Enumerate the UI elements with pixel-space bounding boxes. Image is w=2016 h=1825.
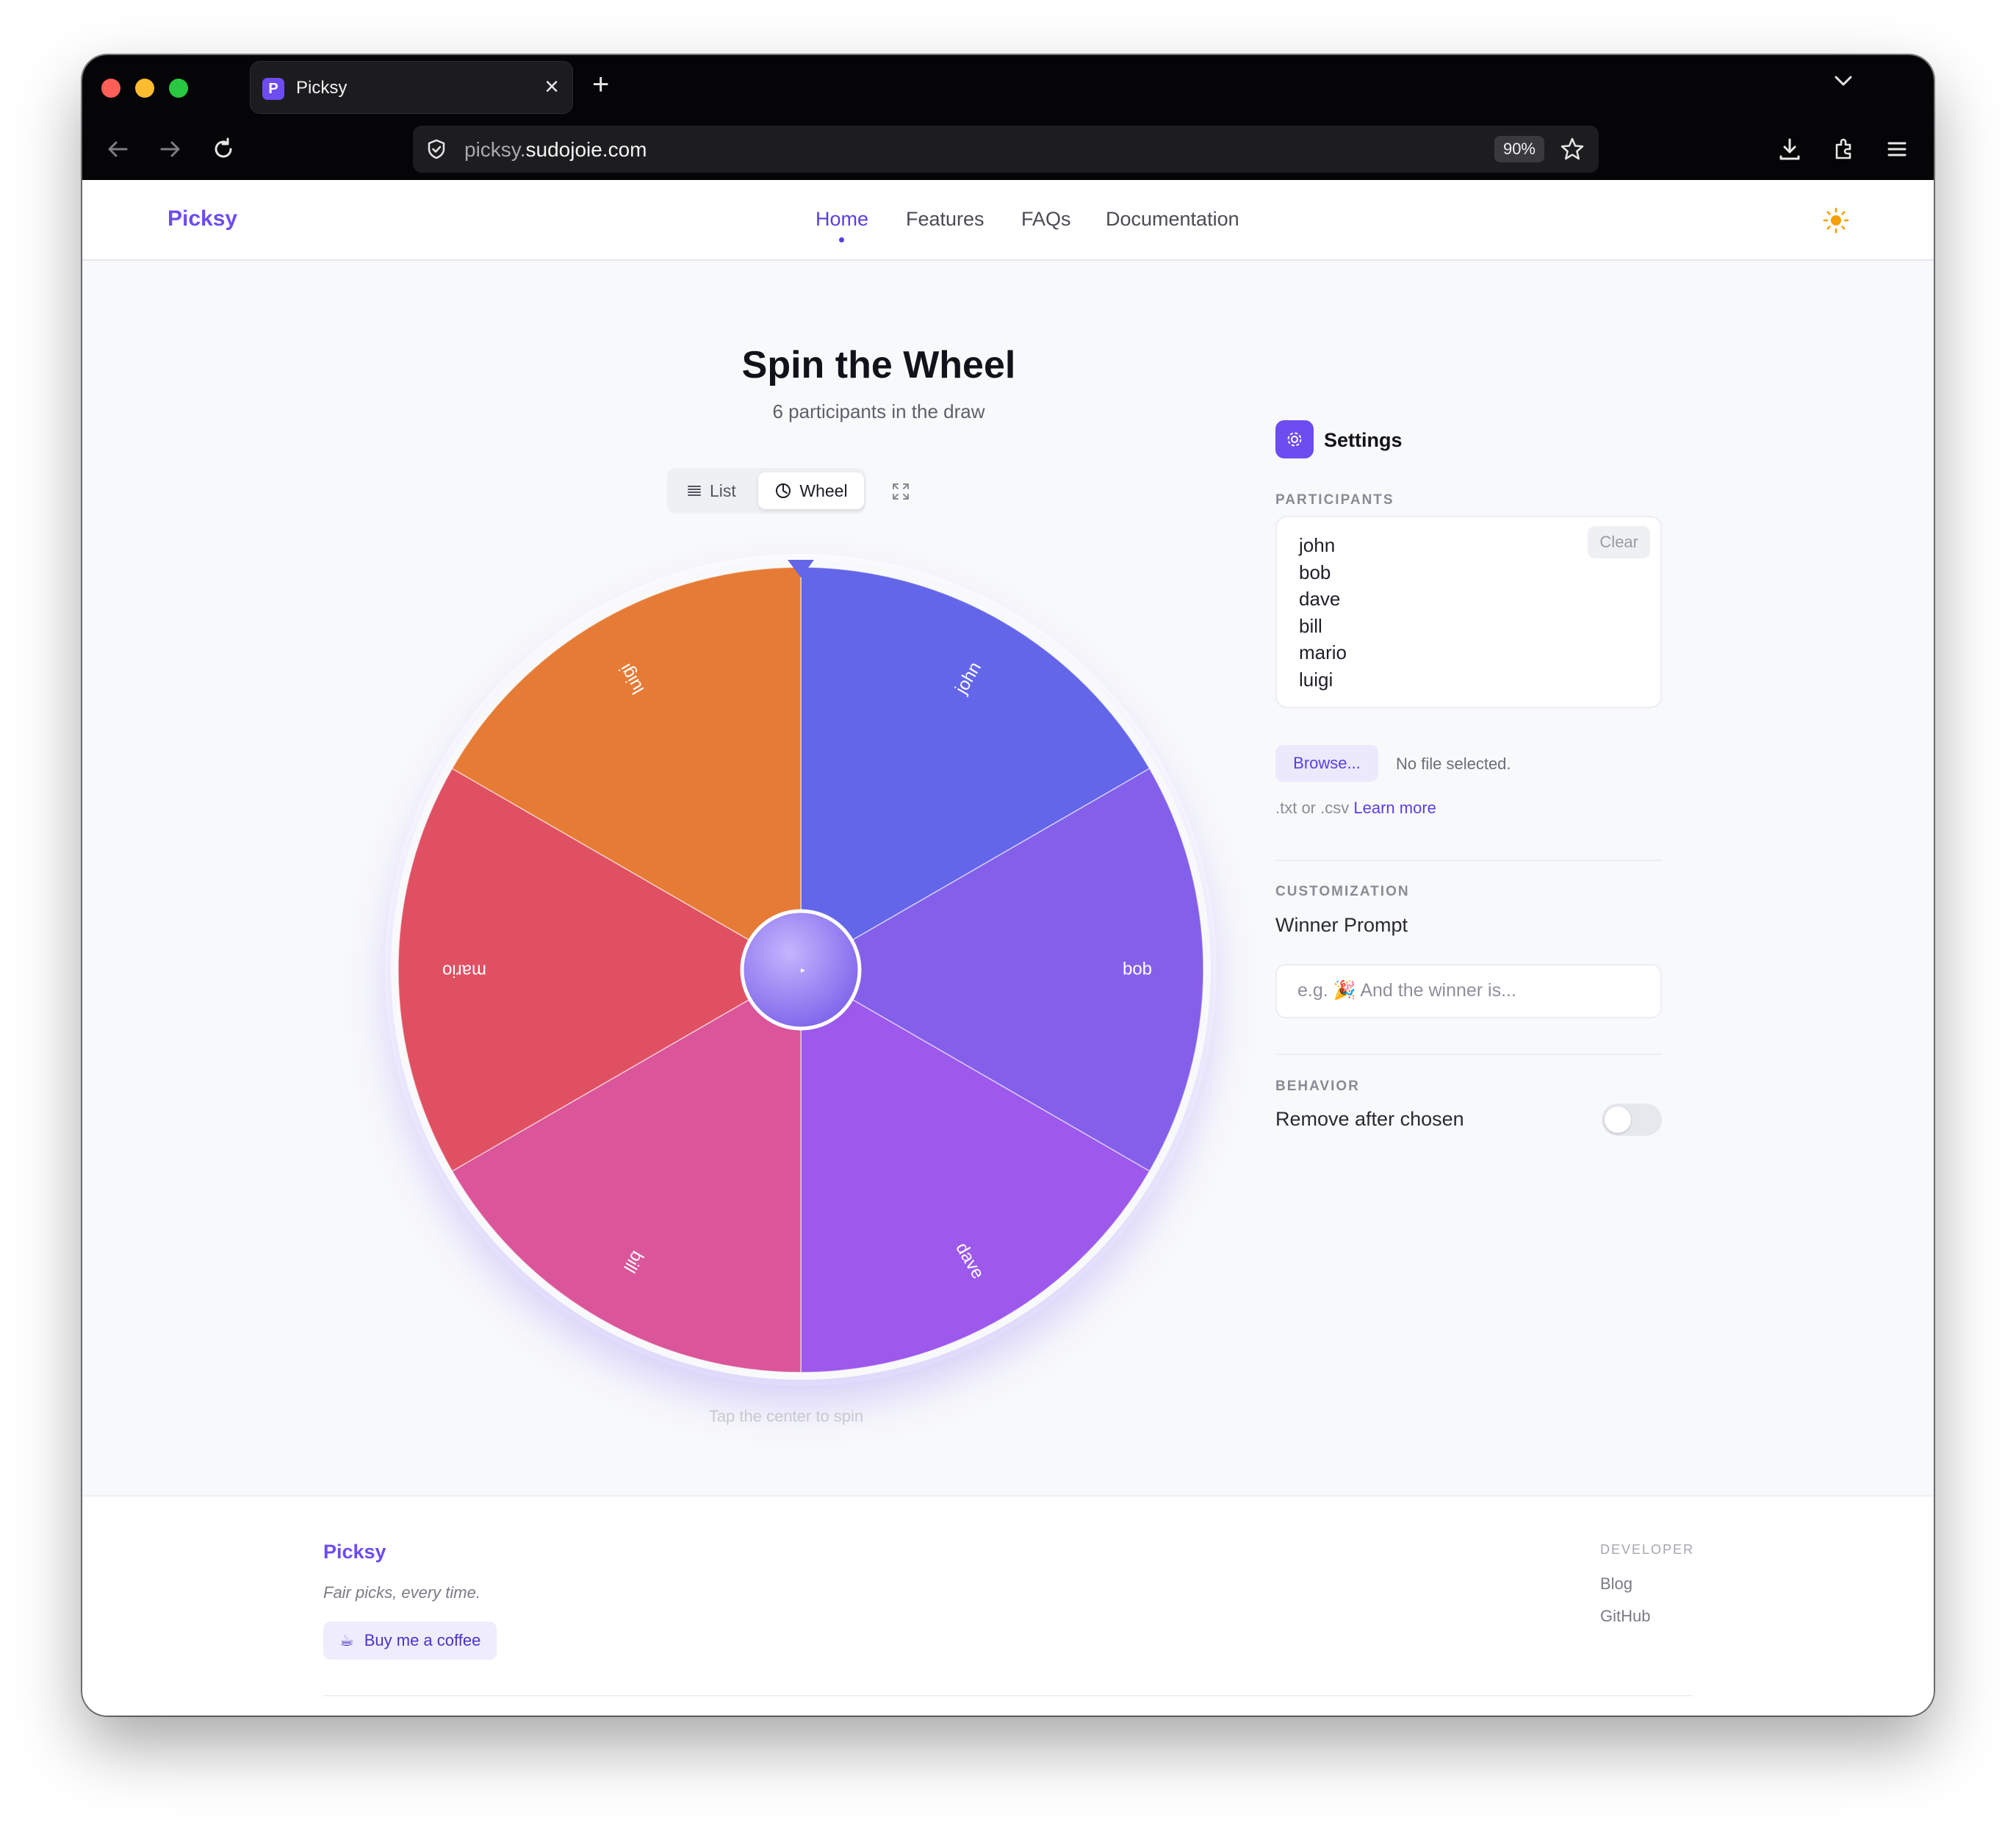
participant-entry[interactable]: bill	[1299, 614, 1322, 637]
file-types: .txt or .csv	[1275, 799, 1350, 817]
list-icon	[688, 486, 701, 496]
wheel-segment-mario	[397, 767, 802, 1173]
blog-link[interactable]: Blog	[1600, 1574, 1633, 1593]
tab-strip: P Picksy × +	[82, 55, 1934, 120]
nav-documentation[interactable]: Documentation	[1106, 208, 1239, 230]
nav-features[interactable]: Features	[906, 208, 984, 230]
menu-icon[interactable]	[1882, 134, 1912, 164]
minimize-window-button[interactable]	[135, 79, 154, 98]
behavior-label: BEHAVIOR	[1275, 1079, 1360, 1094]
active-indicator	[839, 237, 844, 242]
page-title: Spin the Wheel	[741, 344, 1016, 386]
browser-window: P Picksy × + picksy.sudojoie.com 90% P	[82, 55, 1934, 1716]
learn-more-link[interactable]: Learn more	[1353, 799, 1436, 817]
buy-coffee-button[interactable]: ☕ Buy me a coffee	[323, 1621, 497, 1660]
download-icon[interactable]	[1775, 134, 1804, 164]
wheel-segment-dave	[800, 968, 1151, 1373]
back-arrow-icon[interactable]	[103, 134, 132, 164]
view-toggle: List Wheel	[667, 468, 865, 514]
winner-prompt-label: Winner Prompt	[1275, 914, 1408, 936]
favicon-icon: P	[262, 78, 284, 100]
brand-logo[interactable]: Picksy	[168, 206, 238, 231]
wheel-segment-label: mario	[442, 961, 486, 981]
participant-entry[interactable]: mario	[1299, 641, 1347, 663]
reload-icon[interactable]	[209, 134, 238, 164]
fullscreen-icon[interactable]	[890, 481, 911, 502]
wheel-icon	[776, 483, 791, 498]
close-tab-icon[interactable]: ×	[544, 73, 559, 101]
list-view-button[interactable]: List	[686, 478, 736, 503]
participant-count: 6 participants in the draw	[772, 400, 985, 422]
site-footer: Picksy Fair picks, every time. ☕ Buy me …	[82, 1495, 1934, 1716]
settings-title: Settings	[1324, 429, 1403, 451]
footer-divider	[323, 1695, 1693, 1696]
wheel-segment-luigi	[451, 566, 802, 971]
buy-coffee-label: Buy me a coffee	[364, 1631, 481, 1649]
forward-arrow-icon[interactable]	[156, 134, 185, 164]
participant-entry[interactable]: bob	[1299, 561, 1331, 583]
spin-wheel[interactable]: john bob dave bill mario luigi	[391, 560, 1211, 1380]
coffee-icon: ☕	[339, 1631, 354, 1649]
spin-hint: Tap the center to spin	[708, 1407, 864, 1425]
extensions-icon[interactable]	[1829, 134, 1859, 164]
developer-label: DEVELOPER	[1600, 1542, 1695, 1557]
participant-entry[interactable]: luigi	[1299, 668, 1333, 691]
participants-label: PARTICIPANTS	[1275, 492, 1394, 508]
participants-textarea[interactable]: john bob dave bill mario luigi Clear	[1275, 516, 1662, 708]
divider	[1275, 1054, 1662, 1055]
divider	[1275, 860, 1662, 861]
remove-after-chosen-toggle[interactable]	[1602, 1104, 1662, 1136]
shield-icon[interactable]	[425, 137, 448, 161]
wheel-segment-label: bob	[1123, 959, 1152, 979]
close-window-button[interactable]	[101, 79, 120, 98]
pointer-icon	[788, 560, 814, 577]
wheel-segment-bill	[451, 968, 802, 1373]
url-text[interactable]: picksy.sudojoie.com	[464, 138, 647, 162]
github-link[interactable]: GitHub	[1600, 1607, 1651, 1625]
new-tab-icon[interactable]: +	[592, 68, 610, 101]
url-subdomain: picksy.	[464, 138, 526, 161]
participant-entry[interactable]: john	[1299, 534, 1336, 556]
maximize-window-button[interactable]	[169, 79, 188, 98]
participant-entry[interactable]: dave	[1299, 588, 1341, 610]
nav-toolbar: picksy.sudojoie.com 90%	[82, 120, 1934, 180]
winner-prompt-input[interactable]: e.g. 🎉 And the winner is...	[1275, 964, 1662, 1018]
list-view-label: List	[710, 480, 736, 500]
wheel-view-button[interactable]: Wheel	[758, 472, 864, 509]
address-bar[interactable]: picksy.sudojoie.com 90%	[413, 126, 1599, 173]
nav-home[interactable]: Home	[816, 208, 869, 230]
file-status: No file selected.	[1396, 755, 1511, 773]
bookmark-star-icon[interactable]	[1559, 136, 1585, 162]
wheel-segment-bob	[799, 767, 1204, 1173]
main-nav: Home Features FAQs Documentation	[82, 208, 1934, 237]
browser-chrome: P Picksy × + picksy.sudojoie.com 90%	[82, 55, 1934, 180]
play-icon	[801, 968, 805, 973]
gear-icon	[1275, 420, 1314, 458]
customization-label: CUSTOMIZATION	[1275, 884, 1410, 899]
page: Picksy Home Features FAQs Documentation …	[82, 180, 1934, 1716]
tab-title: Picksy	[296, 78, 348, 98]
file-hint: .txt or .csv Learn more	[1275, 799, 1436, 818]
nav-faqs[interactable]: FAQs	[1021, 208, 1071, 230]
participants-list[interactable]: john bob dave bill mario luigi	[1299, 532, 1347, 693]
wheel-view-label: Wheel	[799, 480, 848, 500]
remove-after-chosen-label: Remove after chosen	[1275, 1108, 1464, 1130]
zoom-badge[interactable]: 90%	[1494, 136, 1544, 162]
browser-tab[interactable]: P Picksy ×	[250, 61, 573, 114]
footer-tagline: Fair picks, every time.	[323, 1583, 480, 1602]
toggle-knob	[1605, 1106, 1631, 1133]
footer-brand[interactable]: Picksy	[323, 1541, 386, 1563]
wheel-segment-john	[800, 566, 1151, 971]
url-domain: sudojoie.com	[525, 138, 647, 161]
browse-file-button[interactable]: Browse...	[1275, 745, 1378, 782]
site-header: Picksy Home Features FAQs Documentation	[82, 180, 1934, 261]
sun-icon[interactable]	[1822, 206, 1850, 234]
clear-button[interactable]: Clear	[1588, 526, 1650, 558]
chevron-down-icon[interactable]	[1832, 70, 1854, 92]
